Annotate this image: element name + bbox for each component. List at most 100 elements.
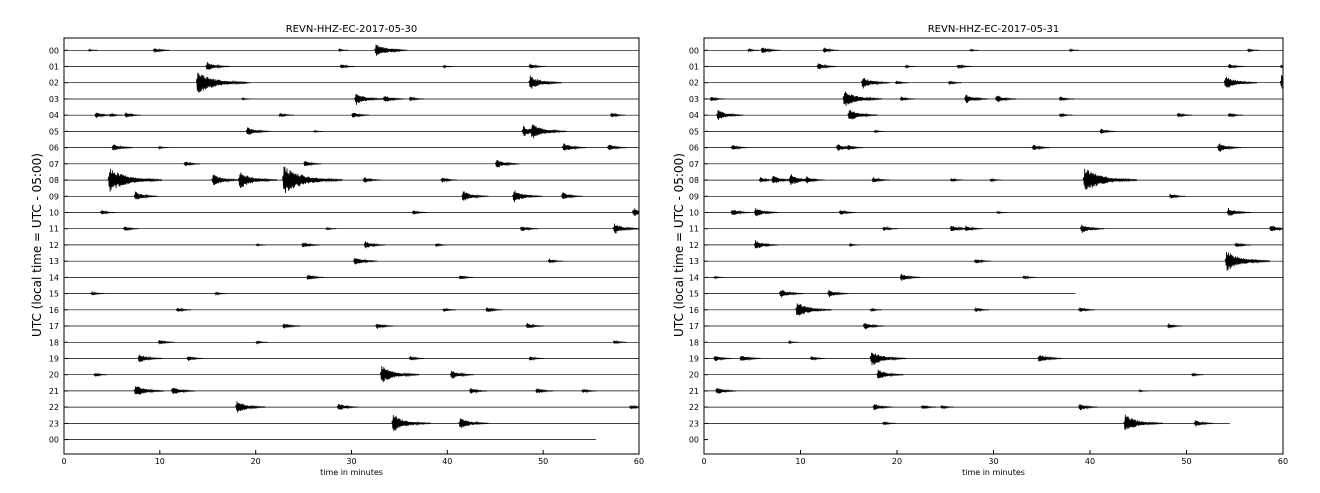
- seismic-event: [408, 96, 425, 101]
- y-tick-label: 16: [49, 306, 59, 315]
- y-tick-label: 08: [49, 176, 59, 185]
- seismic-event: [873, 129, 885, 134]
- seismic-event: [995, 95, 1017, 103]
- seismic-event: [107, 168, 163, 192]
- seismic-event: [753, 208, 779, 217]
- seismic-event: [809, 356, 826, 361]
- seismic-event: [1166, 323, 1183, 329]
- seismic-event: [183, 161, 201, 167]
- seismic-event: [882, 421, 897, 426]
- seismic-event: [1058, 96, 1075, 102]
- helicorder-panel-2017-05-31: REVN-HHZ-EC-2017-05-31 UTC (local time =…: [672, 24, 1288, 477]
- seismic-event: [303, 160, 322, 167]
- y-tick-label: 09: [49, 192, 59, 201]
- seismic-event: [842, 91, 883, 106]
- seismic-event: [969, 48, 979, 52]
- y-tick-label: 18: [689, 338, 699, 347]
- seismic-event: [713, 356, 732, 362]
- y-tick-label: 00: [689, 46, 699, 55]
- seismic-event: [629, 404, 639, 410]
- x-tick-label: 10: [155, 457, 165, 466]
- seismic-event: [739, 355, 761, 361]
- seismic-event: [612, 339, 627, 345]
- seismic-event: [449, 370, 475, 379]
- seismic-event: [528, 75, 563, 89]
- seismic-event: [713, 275, 725, 280]
- seismic-event: [1227, 63, 1245, 69]
- seismic-event: [1247, 48, 1260, 53]
- seismic-event: [434, 242, 447, 248]
- x-axis-label: time in minutes: [962, 468, 1025, 477]
- seismic-event: [989, 177, 1002, 183]
- seismic-event: [535, 388, 554, 394]
- seismic-event: [111, 144, 134, 151]
- seismic-event: [124, 112, 142, 118]
- seismic-event: [157, 340, 175, 345]
- y-tick-label: 15: [689, 290, 699, 299]
- y-tick-label: 19: [49, 355, 59, 364]
- seismic-event: [876, 369, 904, 379]
- y-tick-label: 22: [49, 403, 59, 412]
- seismic-event: [1068, 48, 1080, 53]
- seismic-event: [1279, 75, 1283, 89]
- seismic-event: [1269, 225, 1283, 232]
- y-tick-label: 06: [689, 144, 699, 153]
- seismic-event: [375, 324, 394, 329]
- seismic-event: [862, 323, 885, 330]
- y-tick-label: 21: [689, 387, 699, 396]
- y-tick-label: 02: [49, 79, 59, 88]
- y-tick-label: 14: [49, 273, 59, 282]
- seismic-event: [1031, 144, 1051, 151]
- seismic-event: [1168, 193, 1186, 199]
- seismic-event: [1078, 307, 1096, 312]
- y-tick-label: 19: [689, 355, 699, 364]
- seismic-event: [795, 303, 832, 316]
- seismic-event: [108, 112, 123, 118]
- seismic-event: [363, 241, 386, 249]
- seismic-event: [1191, 372, 1204, 377]
- seismic-event: [255, 242, 267, 247]
- seismic-event: [123, 226, 139, 232]
- seismic-event: [1022, 275, 1037, 280]
- helicorder-panel-2017-05-30: REVN-HHZ-EC-2017-05-30 UTC (local time =…: [30, 24, 644, 477]
- seismic-event: [1217, 143, 1242, 152]
- seismic-event: [760, 47, 781, 54]
- seismic-event: [137, 354, 163, 363]
- seismic-event: [709, 96, 725, 102]
- seismic-event: [899, 273, 922, 281]
- seismic-event: [175, 307, 192, 313]
- y-tick-label: 02: [689, 79, 699, 88]
- x-tick-label: 40: [1085, 457, 1095, 466]
- seismic-event: [609, 112, 626, 118]
- x-tick-label: 0: [61, 457, 66, 466]
- x-tick-label: 60: [634, 457, 644, 466]
- seismic-event: [1234, 242, 1252, 248]
- seismic-event: [301, 242, 320, 248]
- seismic-event: [255, 340, 268, 345]
- seismic-event: [846, 144, 864, 151]
- y-axis-label: UTC (local time = UTC - 05:00): [30, 153, 44, 337]
- x-tick-label: 40: [442, 457, 452, 466]
- y-tick-label: 18: [49, 338, 59, 347]
- seismic-event: [408, 356, 425, 361]
- seismic-event: [949, 177, 964, 183]
- seismic-event: [847, 109, 879, 120]
- seismic-event: [382, 96, 405, 102]
- seismic-event: [195, 72, 248, 93]
- seismic-event: [631, 208, 639, 216]
- seismic-event: [1193, 420, 1214, 427]
- seismic-event: [547, 258, 564, 264]
- seismic-event: [530, 124, 567, 139]
- y-tick-label: 06: [49, 144, 59, 153]
- seismic-event: [442, 307, 457, 312]
- seismic-event: [325, 226, 337, 231]
- y-tick-label: 05: [49, 127, 59, 136]
- seismic-event: [869, 307, 883, 313]
- seismic-event: [1249, 258, 1267, 264]
- y-tick-label: 16: [689, 306, 699, 315]
- seismic-event: [612, 223, 639, 234]
- seismic-event: [940, 405, 955, 410]
- seismic-event: [485, 307, 503, 313]
